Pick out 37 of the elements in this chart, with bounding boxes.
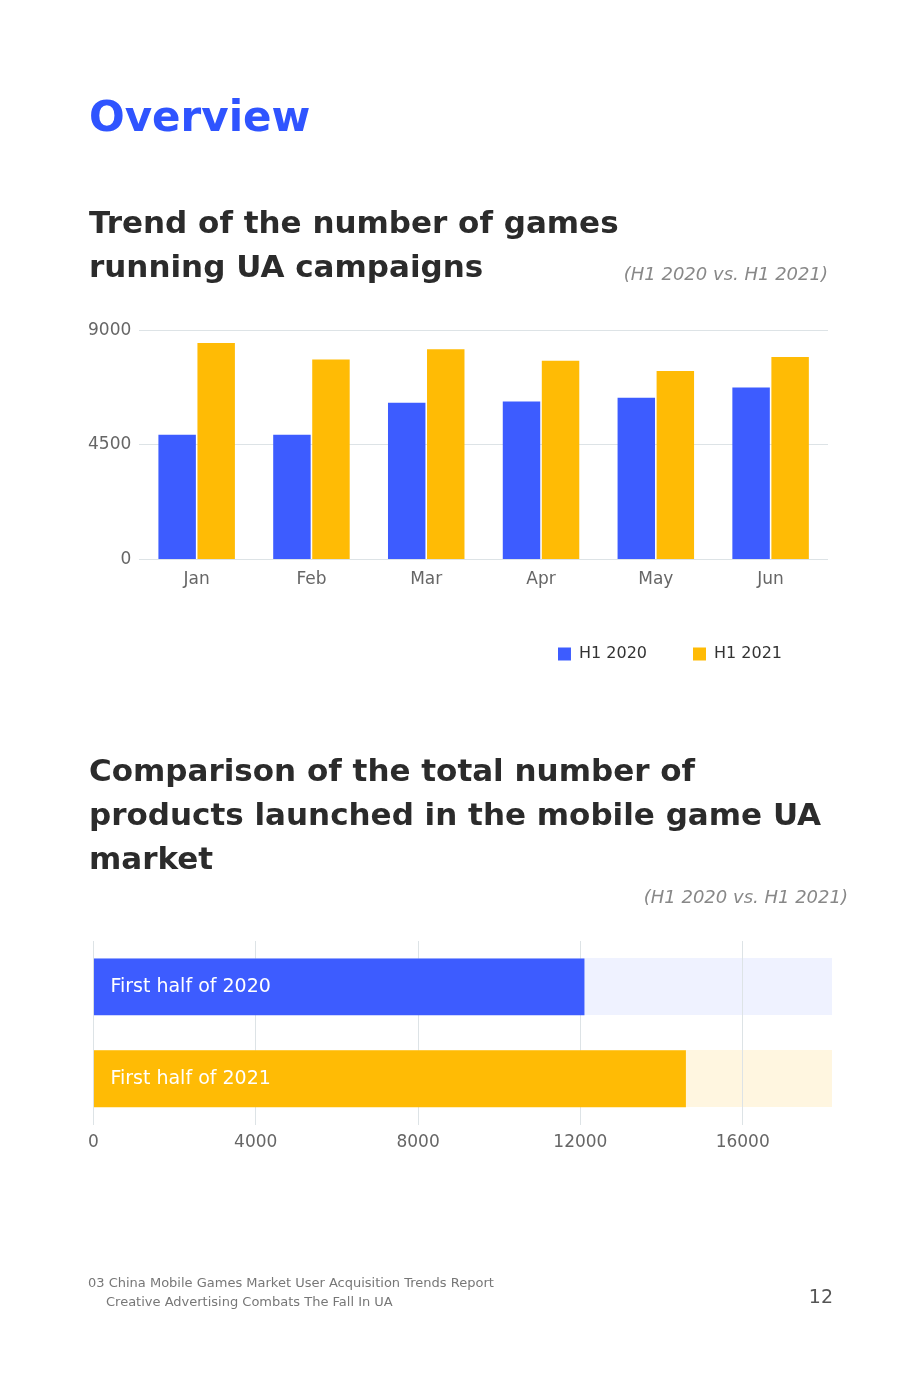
chart-title: Trend of the number of games running UA campaigns <box>89 204 619 284</box>
text: 03 China Mobile Games Market User Acquisition Trends Report <box>88 1275 494 1290</box>
x-tick-label: Jan <box>182 568 210 589</box>
category-label: First half of 2020 <box>110 973 271 996</box>
x-tick-label: May <box>638 568 674 589</box>
x-tick-label: 12000 <box>553 1131 608 1152</box>
bar <box>656 370 695 560</box>
chart-title: Comparison of the total number of products launched in the mobile game UA market <box>89 751 823 878</box>
x-tick-label: Feb <box>296 568 327 589</box>
bar <box>273 434 311 560</box>
bar <box>387 402 426 560</box>
bar <box>732 387 770 560</box>
bar <box>427 349 465 560</box>
y-tick-label: 4500 <box>88 433 132 454</box>
bar <box>502 401 541 560</box>
bar <box>158 434 196 560</box>
bar <box>312 359 350 560</box>
chart-subtitle: (H1 2020 vs. H1 2021) <box>642 886 848 907</box>
text: 12 <box>808 1285 833 1307</box>
bar <box>771 356 809 560</box>
category-label: First half of 2021 <box>110 1065 271 1088</box>
text: Creative Advertising Combats The Fall In UA <box>106 1294 393 1309</box>
legend-label: H1 2021 <box>713 643 782 663</box>
x-tick-label: Mar <box>410 568 443 589</box>
x-tick-label: 8000 <box>396 1131 440 1152</box>
y-tick-label: 0 <box>120 548 132 569</box>
x-tick-label: 4000 <box>234 1131 278 1152</box>
bar <box>617 397 656 560</box>
bar <box>541 360 580 560</box>
text: Overview <box>89 92 311 141</box>
x-tick-label: 16000 <box>715 1131 770 1152</box>
legend-label: H1 2020 <box>578 643 647 663</box>
x-tick-label: Apr <box>526 568 556 589</box>
chart-subtitle: (H1 2020 vs. H1 2021) <box>623 263 828 284</box>
bar <box>197 342 235 560</box>
x-tick-label: Jun <box>756 568 784 589</box>
y-tick-label: 9000 <box>88 318 132 339</box>
